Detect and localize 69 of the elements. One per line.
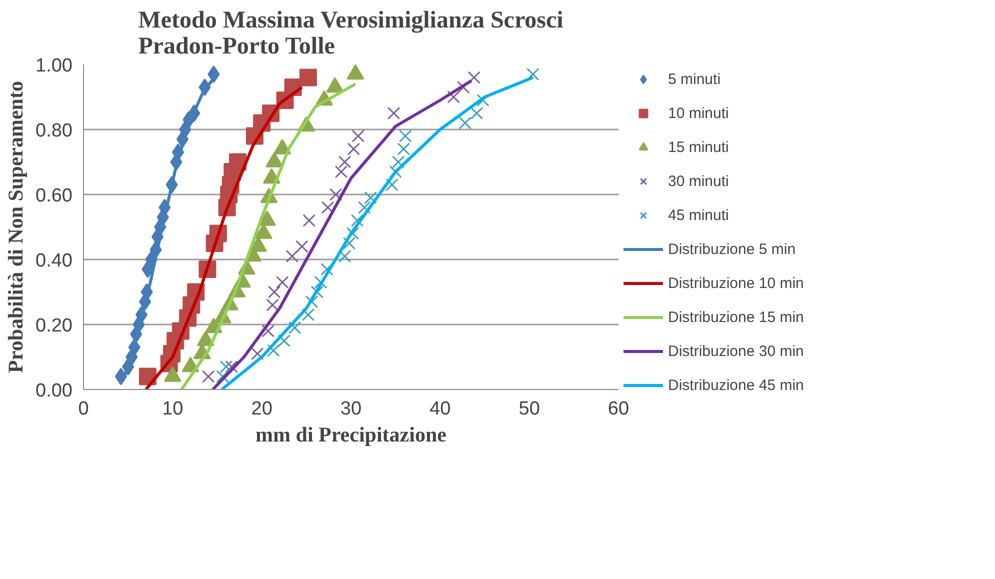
point [468, 71, 480, 84]
point [338, 250, 352, 263]
legend-label: Distribuzione 30 min [668, 342, 804, 360]
point [216, 370, 230, 383]
point [386, 178, 398, 192]
legend-label: 30 minuti [668, 172, 729, 190]
point [447, 90, 460, 104]
point [302, 308, 315, 322]
point [266, 298, 279, 312]
y-tick-label: 0.20 [36, 316, 73, 336]
point [268, 286, 281, 298]
point [526, 68, 540, 81]
y-tick-label: 1.00 [36, 56, 73, 76]
y-tick-label: 0.40 [36, 250, 73, 272]
point [229, 153, 247, 171]
point [276, 276, 289, 289]
x-axis-title: mm di Precipitazione [256, 422, 446, 446]
point [458, 116, 472, 130]
point [286, 250, 299, 263]
point [392, 156, 405, 168]
point [302, 214, 316, 227]
line-series [211, 79, 473, 390]
legend-label: 5 minuti [668, 70, 721, 88]
x-tick-label: 60 [608, 398, 630, 420]
point [296, 240, 308, 253]
point [364, 191, 378, 204]
legend-label: Distribuzione 15 min [668, 308, 804, 326]
point [347, 142, 360, 156]
point [397, 142, 410, 156]
line-series [220, 76, 534, 390]
legend-label: 45 minuti [668, 206, 729, 224]
point [320, 262, 334, 276]
x-tick-label: 0 [78, 398, 89, 420]
point [350, 214, 364, 227]
point [352, 130, 365, 142]
x-tick-label: 20 [251, 398, 272, 420]
y-tick-label: 0.80 [36, 120, 73, 142]
point [334, 165, 348, 178]
point [329, 188, 342, 201]
point [398, 130, 412, 142]
point [338, 156, 352, 168]
x-tick-label: 30 [340, 398, 362, 420]
legend-label: Distribuzione 45 min [668, 376, 804, 394]
x-tick-label: 10 [162, 398, 184, 420]
point [250, 347, 264, 360]
point [321, 201, 334, 214]
point [278, 334, 291, 348]
point [387, 106, 400, 120]
point [225, 360, 238, 374]
point [202, 370, 215, 383]
chart-title: Metodo Massima Verosimiglianza Scrosci Pradon-Porto Tolle [138, 8, 564, 60]
point [342, 236, 356, 250]
legend-label: 15 minuti [668, 138, 729, 156]
point [358, 201, 371, 214]
point [470, 106, 484, 120]
point [220, 360, 233, 374]
point [262, 324, 274, 338]
y-tick-label: 0.60 [36, 186, 73, 206]
point [299, 68, 317, 86]
y-tick-label: 0.00 [36, 380, 73, 402]
y-axis-title: Probabilità di Non Superamento [4, 81, 28, 373]
x-tick-label: 50 [518, 398, 540, 420]
legend-label: 10 minuti [668, 104, 729, 122]
point [267, 344, 280, 357]
point [288, 321, 302, 334]
line-series [180, 82, 357, 390]
legend-label: Distribuzione 5 min [668, 240, 796, 258]
legend-label: Distribuzione 10 min [668, 274, 804, 292]
x-tick-label: 40 [430, 398, 451, 420]
